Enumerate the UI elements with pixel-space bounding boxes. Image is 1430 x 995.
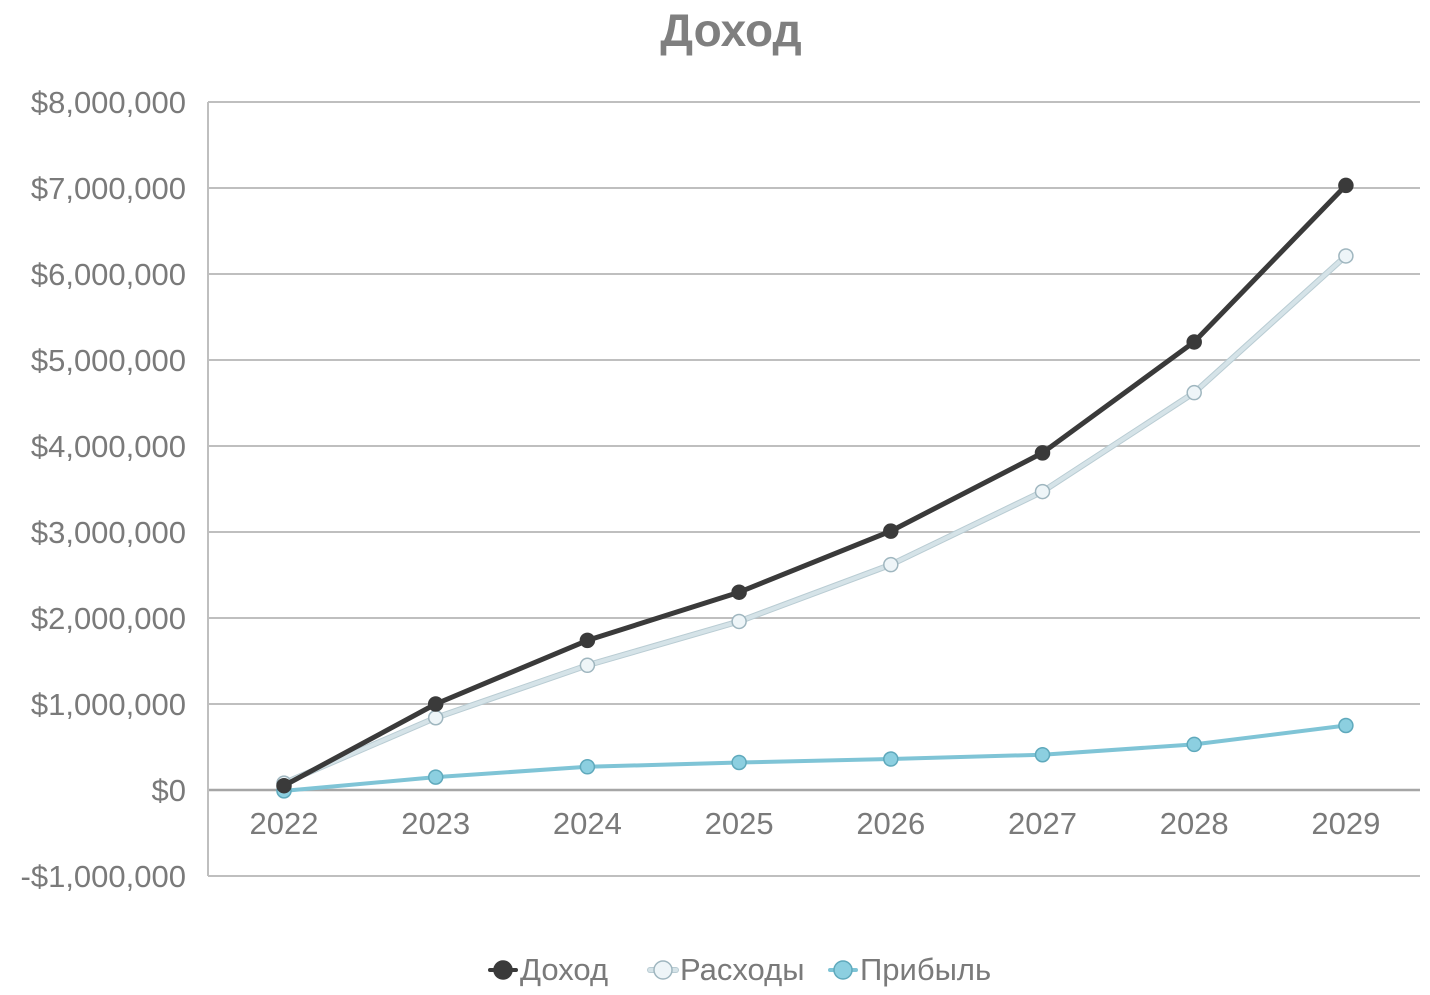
y-tick-label: $2,000,000 (31, 601, 186, 636)
x-tick-label: 2024 (553, 806, 622, 841)
y-tick-label: $4,000,000 (31, 429, 186, 464)
data-point (731, 584, 747, 600)
x-tick-label: 2028 (1160, 806, 1229, 841)
data-point (1338, 177, 1354, 194)
series-line (281, 182, 1349, 789)
data-point (731, 754, 747, 771)
data-point (1034, 746, 1051, 763)
y-tick-label: $7,000,000 (31, 171, 186, 206)
data-point (579, 657, 596, 674)
x-tick-label: 2025 (705, 806, 774, 841)
y-tick-label: $0 (152, 773, 186, 808)
x-tick-label: 2026 (856, 806, 925, 841)
gridlines (207, 101, 1420, 877)
series-3 (276, 717, 1354, 799)
data-point (1186, 736, 1202, 753)
data-point (1186, 334, 1202, 350)
data-point (883, 523, 899, 539)
legend-item: Расходы (647, 952, 804, 987)
y-tick-label: $3,000,000 (31, 515, 186, 550)
series-line (282, 723, 1348, 793)
data-point (1338, 717, 1354, 734)
legend-swatch-marker (833, 960, 853, 980)
legend-item: Прибыль (828, 952, 991, 987)
x-axis-tick-labels: 2022 2023 2024 2025 2026 2027 2028 2029 (250, 806, 1381, 841)
legend-label: Прибыль (860, 952, 991, 987)
legend-swatch-marker (653, 960, 673, 980)
data-point (1338, 248, 1354, 264)
data-point (579, 632, 596, 649)
y-tick-label: $6,000,000 (31, 257, 186, 292)
x-tick-label: 2022 (250, 806, 319, 841)
data-point (1186, 384, 1202, 401)
series-line (282, 253, 1348, 786)
chart-title: Доход (660, 4, 801, 56)
y-tick-label: $8,000,000 (31, 85, 186, 120)
legend-label: Доход (520, 952, 608, 987)
data-point (731, 613, 747, 630)
y-tick-label: $1,000,000 (31, 687, 186, 722)
data-point (883, 751, 899, 767)
x-tick-label: 2023 (401, 806, 470, 841)
data-point (1034, 483, 1051, 500)
data-point (427, 710, 444, 726)
y-tick-label: $5,000,000 (31, 343, 186, 378)
legend-item: Доход (488, 952, 608, 987)
series-lines (276, 177, 1354, 799)
data-point (883, 556, 899, 573)
series-1 (276, 177, 1354, 794)
data-point (276, 777, 292, 794)
data-point (1034, 445, 1051, 461)
y-axis-tick-labels: $8,000,000 $7,000,000 $6,000,000 $5,000,000… (21, 85, 186, 894)
y-tick-label: -$1,000,000 (21, 859, 186, 894)
data-point (579, 759, 596, 775)
data-point (427, 769, 444, 785)
x-tick-label: 2027 (1008, 806, 1077, 841)
legend-label: Расходы (680, 952, 804, 987)
data-point (427, 696, 444, 712)
x-tick-label: 2029 (1311, 806, 1380, 841)
legend: Доход Расходы Прибыль (488, 952, 991, 987)
legend-swatch-marker (493, 960, 513, 980)
